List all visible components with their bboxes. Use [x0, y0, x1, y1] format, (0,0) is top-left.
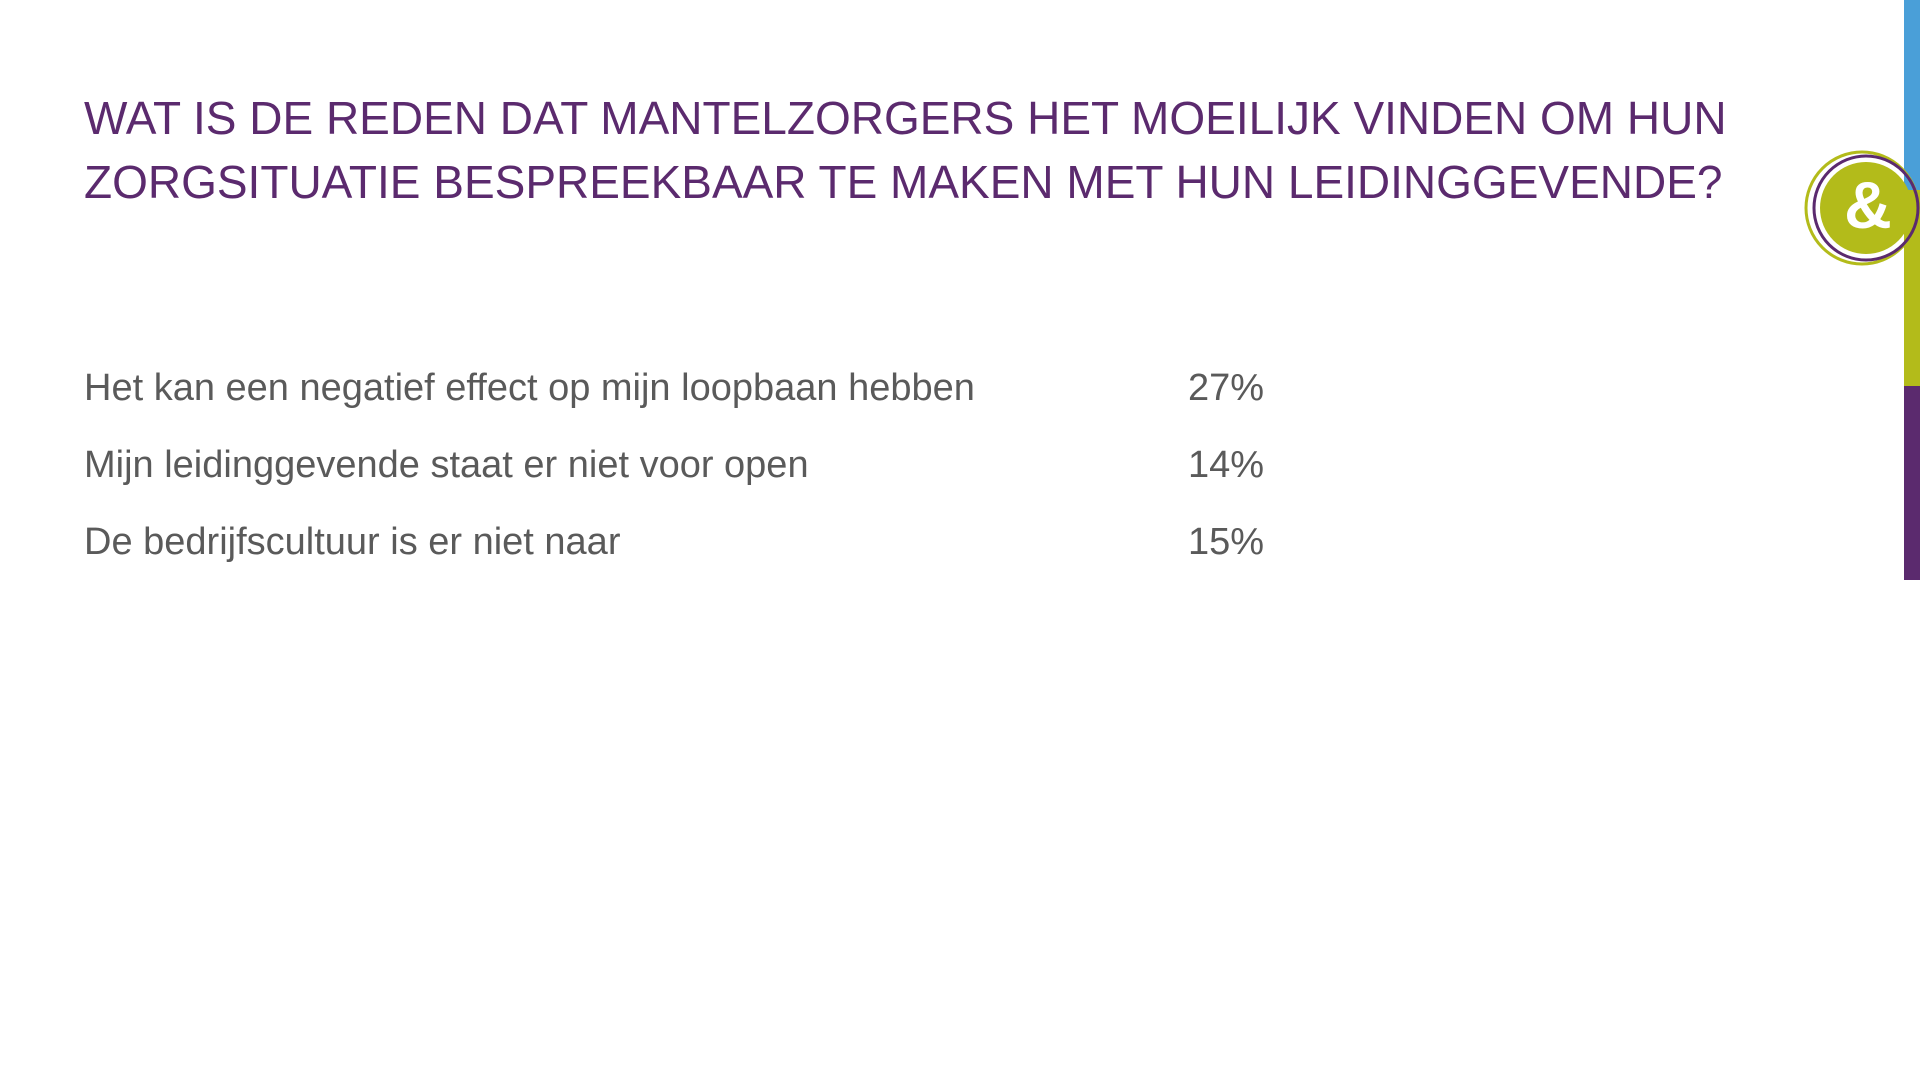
slide-title: WAT IS DE REDEN DAT MANTELZORGERS HET MO…: [84, 86, 1824, 214]
result-value: 14%: [1188, 444, 1265, 486]
results-list: Het kan een negatief effect op mijn loop…: [84, 358, 1284, 589]
logo-ampersand-glyph: &: [1844, 168, 1892, 242]
ampersand-logo-icon: &: [1804, 150, 1920, 266]
result-label: Mijn leidinggevende staat er niet voor o…: [84, 444, 809, 486]
result-value: 27%: [1188, 367, 1265, 409]
result-row: Mijn leidinggevende staat er niet voor o…: [84, 435, 1284, 512]
result-row: De bedrijfscultuur is er niet naar 15%: [84, 512, 1284, 589]
slide-title-line-2: ZORGSITUATIE BESPREEKBAAR TE MAKEN MET H…: [84, 156, 1723, 208]
result-row: Het kan een negatief effect op mijn loop…: [84, 358, 1284, 435]
accent-bar-blue: [1904, 0, 1920, 190]
result-value: 15%: [1188, 521, 1265, 563]
result-label: De bedrijfscultuur is er niet naar: [84, 521, 621, 563]
slide-title-line-1: WAT IS DE REDEN DAT MANTELZORGERS HET MO…: [84, 92, 1727, 144]
accent-bar-purple: [1904, 386, 1920, 580]
result-label: Het kan een negatief effect op mijn loop…: [84, 367, 975, 409]
